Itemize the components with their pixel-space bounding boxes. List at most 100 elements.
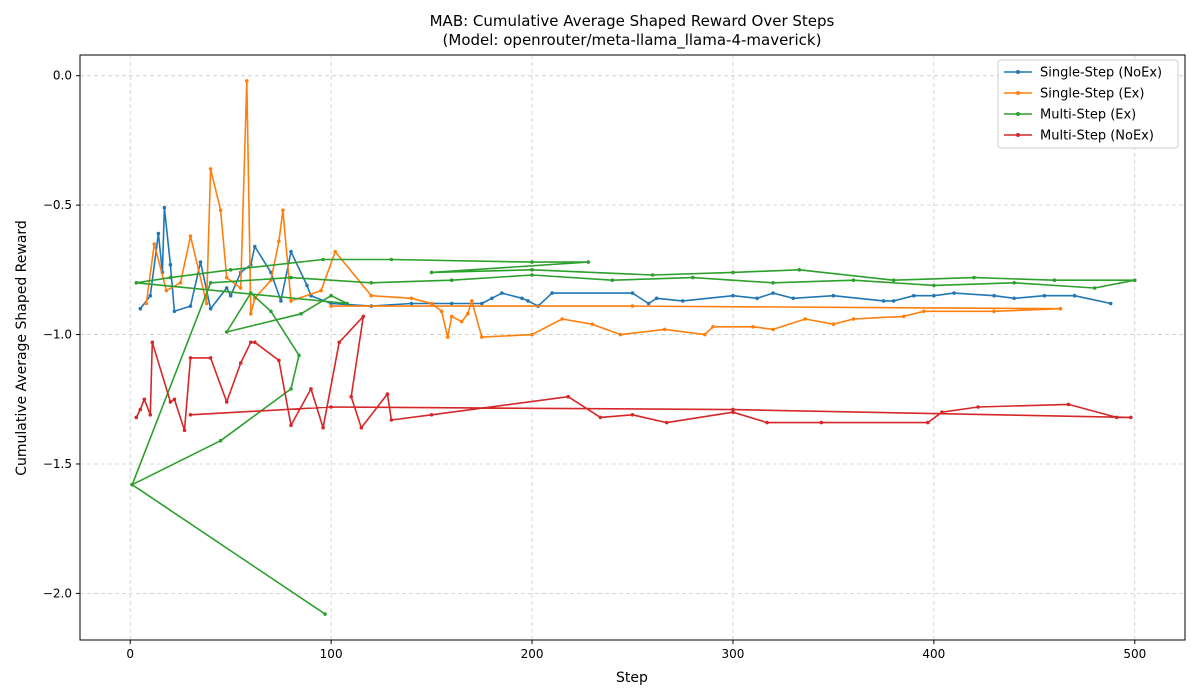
data-point: [172, 309, 177, 314]
data-point: [337, 340, 342, 345]
y-axis-label: Cumulative Average Shaped Reward: [14, 220, 30, 476]
data-point: [922, 309, 926, 314]
data-point: [831, 322, 836, 327]
data-point: [389, 418, 394, 422]
data-point: [791, 296, 795, 301]
data-point: [253, 244, 257, 249]
legend-marker: [1016, 133, 1020, 137]
data-point: [333, 249, 338, 254]
data-point: [901, 314, 906, 319]
data-point: [188, 413, 193, 417]
data-point: [449, 278, 454, 283]
data-point: [218, 438, 223, 443]
series-multi-step-noex: [134, 314, 1133, 433]
data-point: [359, 425, 364, 430]
data-point: [731, 293, 735, 298]
data-point: [409, 296, 414, 301]
data-point: [1012, 281, 1016, 285]
y-tick-label: −1.0: [43, 328, 72, 342]
data-point: [228, 268, 233, 272]
data-point: [952, 291, 956, 295]
data-point: [429, 301, 434, 306]
legend: Single-Step (NoEx) Single-Step (Ex) Multi-…: [997, 59, 1179, 149]
data-point: [976, 405, 980, 409]
data-point: [771, 291, 775, 295]
data-point: [164, 288, 169, 293]
data-point: [439, 309, 444, 314]
data-point: [208, 306, 213, 311]
data-point: [329, 304, 333, 308]
data-point: [530, 260, 534, 264]
data-point: [369, 281, 374, 285]
data-point: [1066, 402, 1071, 407]
y-tick-label: −1.5: [43, 457, 72, 471]
data-point: [130, 482, 134, 487]
data-point: [590, 322, 595, 327]
data-point: [188, 356, 193, 360]
data-point: [566, 394, 570, 399]
data-point: [249, 340, 253, 345]
y-tick-label: 0.0: [53, 69, 72, 83]
data-point: [526, 299, 530, 303]
data-point: [731, 410, 735, 415]
data-point: [409, 301, 414, 306]
data-point: [305, 283, 309, 288]
legend-label: Multi-Step (Ex): [1040, 108, 1136, 123]
data-point: [168, 262, 173, 267]
data-point: [277, 239, 281, 244]
x-tick-label: 0: [126, 647, 134, 661]
data-point: [321, 425, 325, 430]
data-point: [321, 257, 325, 262]
data-point: [178, 281, 183, 285]
data-point: [134, 281, 139, 285]
data-point: [172, 397, 177, 402]
data-point: [218, 208, 223, 213]
data-point: [703, 332, 707, 337]
data-point: [1133, 278, 1137, 283]
legend-marker: [1016, 70, 1020, 74]
data-point: [618, 332, 623, 337]
data-point: [144, 301, 149, 306]
data-point: [480, 335, 484, 339]
x-tick-label: 300: [722, 647, 745, 661]
data-point: [297, 353, 301, 358]
data-point: [586, 260, 591, 264]
data-point: [610, 278, 615, 283]
legend-item: Single-Step (NoEx): [1004, 66, 1162, 81]
y-tick-label: −0.5: [43, 198, 72, 212]
data-point: [803, 317, 808, 321]
data-point: [369, 293, 374, 298]
data-point: [992, 309, 996, 314]
data-point: [1052, 278, 1057, 283]
data-point: [891, 278, 896, 283]
legend-item: Multi-Step (NoEx): [1004, 129, 1154, 144]
series-single-step-ex: [144, 79, 1063, 339]
data-point: [198, 260, 203, 264]
chart-title: MAB: Cumulative Average Shaped Reward Ov…: [430, 12, 835, 30]
data-point: [224, 275, 229, 280]
data-point: [662, 327, 667, 332]
data-point: [142, 397, 147, 402]
data-point: [148, 293, 153, 298]
data-point: [168, 400, 173, 404]
data-point: [630, 413, 635, 417]
data-point: [245, 79, 249, 83]
data-point: [389, 257, 394, 262]
series-single-step-noex: [138, 205, 1113, 314]
data-point: [819, 420, 824, 425]
data-point: [138, 407, 143, 412]
x-axis-label: Step: [616, 670, 648, 686]
data-point: [445, 335, 450, 339]
data-point: [138, 306, 143, 311]
data-point: [361, 314, 366, 319]
data-point: [449, 314, 454, 319]
data-point: [490, 296, 494, 301]
data-point: [851, 278, 856, 283]
data-point: [851, 317, 856, 321]
data-point: [992, 293, 996, 298]
data-point: [309, 387, 313, 391]
data-point: [1114, 415, 1119, 420]
data-point: [299, 312, 303, 316]
data-point: [1072, 293, 1077, 298]
